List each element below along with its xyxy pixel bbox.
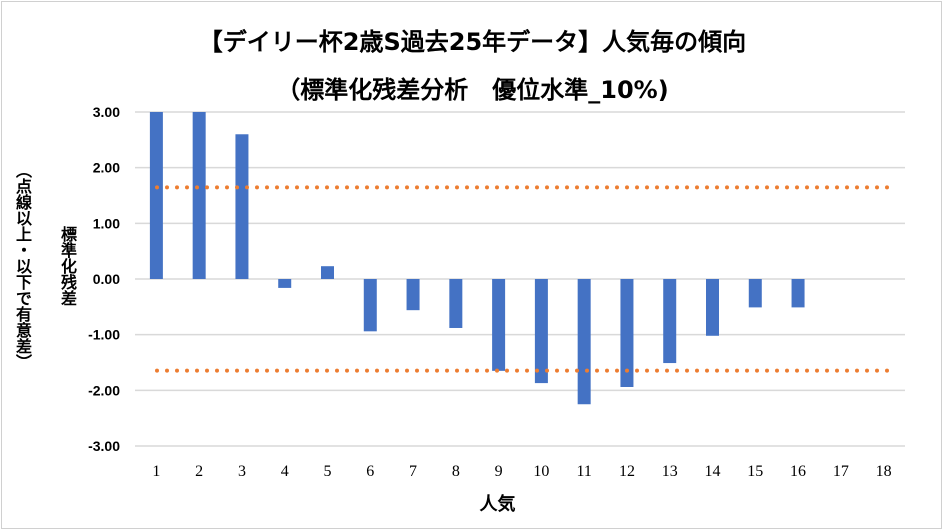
- bar: [492, 279, 506, 371]
- bar: [577, 279, 591, 405]
- bar: [620, 279, 634, 387]
- bar: [791, 279, 805, 308]
- y-axis-title: 標準化残差: [58, 226, 77, 306]
- x-tick-label: 13: [662, 463, 678, 480]
- x-axis-title: 人気: [479, 494, 516, 515]
- x-tick-label: 7: [409, 463, 417, 480]
- x-tick-label: 10: [533, 463, 549, 480]
- x-tick-label: 18: [876, 463, 892, 480]
- bar: [235, 134, 249, 279]
- bar: [278, 279, 292, 288]
- y-tick-label: -1.00: [88, 327, 120, 343]
- x-tick-label: 14: [705, 463, 721, 480]
- x-tick-label: 5: [324, 463, 332, 480]
- bar: [192, 112, 206, 279]
- bar: [449, 279, 463, 328]
- bar: [534, 279, 548, 384]
- bar: [663, 279, 677, 364]
- bar: [406, 279, 420, 311]
- y-tick-label: -3.00: [88, 438, 120, 454]
- y-axis-subtitle: （点線以上・以下で有意差）: [13, 162, 32, 370]
- x-tick-label: 8: [452, 463, 460, 480]
- y-tick-label: 2.00: [93, 160, 120, 176]
- x-tick-label: 9: [495, 463, 503, 480]
- x-tick-label: 4: [281, 463, 289, 480]
- x-tick-label: 6: [366, 463, 374, 480]
- y-tick-label: -2.00: [88, 382, 120, 398]
- bar: [706, 279, 719, 336]
- x-tick-label: 12: [619, 463, 635, 480]
- y-tick-label: 1.00: [93, 215, 120, 231]
- x-tick-label: 1: [152, 463, 160, 480]
- y-tick-label: 0.00: [93, 271, 120, 287]
- x-tick-label: 15: [747, 463, 763, 480]
- x-tick-label: 3: [238, 463, 246, 480]
- x-tick-label: 16: [790, 463, 806, 480]
- y-tick-label: 3.00: [93, 104, 120, 120]
- x-tick-label: 11: [576, 463, 591, 480]
- x-tick-label: 2: [195, 463, 203, 480]
- chart-title: 【デイリー杯2歳S過去25年データ】人気毎の傾向: [198, 28, 747, 56]
- bar: [363, 279, 377, 332]
- bar: [321, 266, 334, 279]
- chart-subtitle: （標準化残差分析 優位水準_10%): [276, 76, 669, 104]
- bar: [149, 112, 163, 279]
- bar: [748, 279, 762, 308]
- x-tick-label: 17: [833, 463, 849, 480]
